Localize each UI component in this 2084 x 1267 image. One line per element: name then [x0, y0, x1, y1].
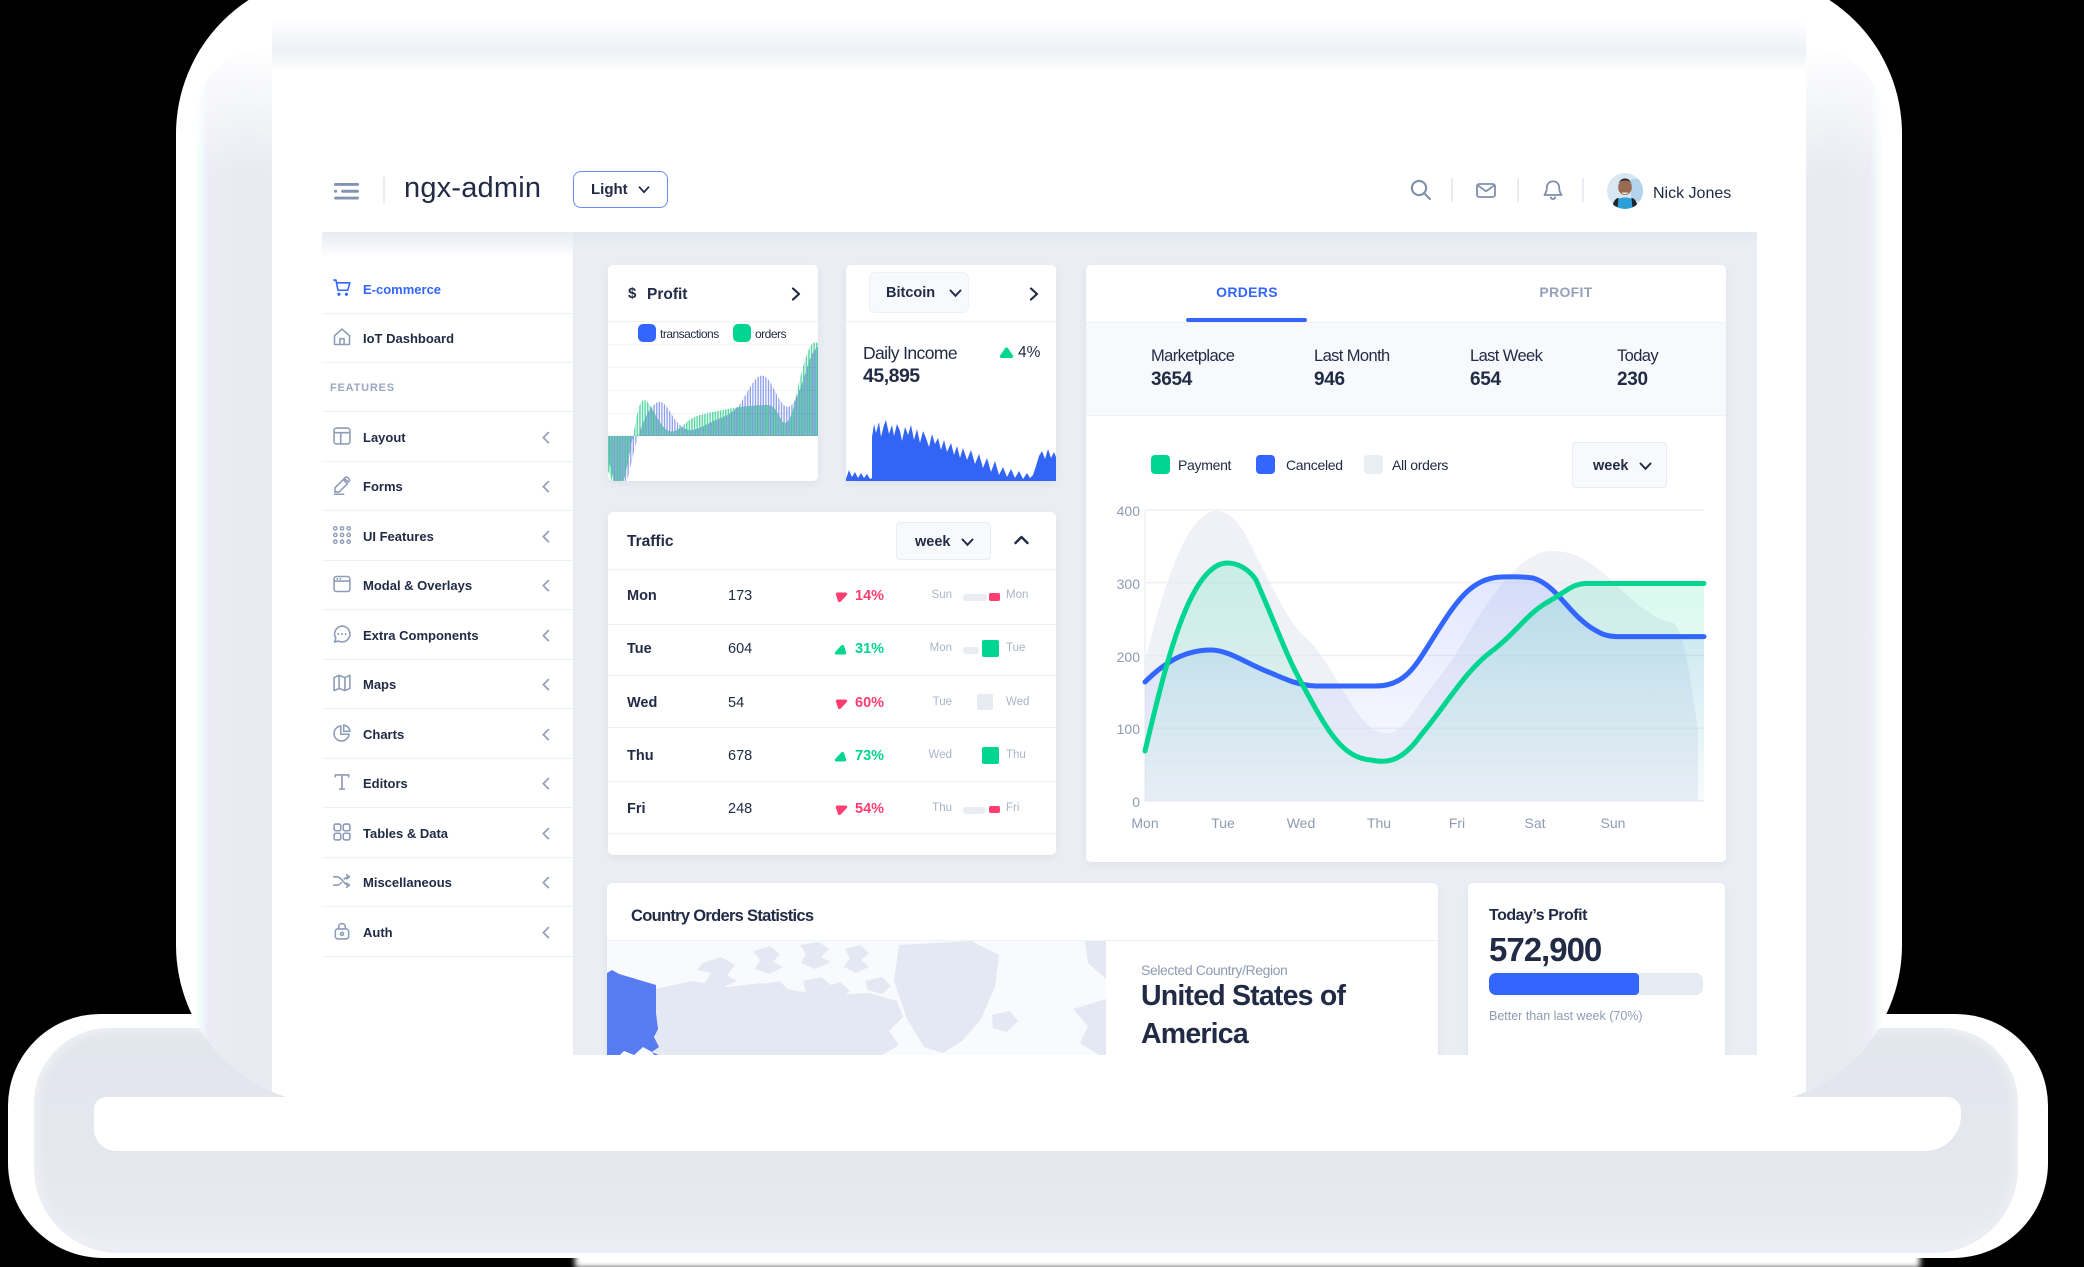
- svg-text:Mon: Mon: [1131, 815, 1158, 831]
- svg-text:Sun: Sun: [1601, 815, 1626, 831]
- svg-text:300: 300: [1117, 576, 1141, 592]
- svg-text:Tue: Tue: [1211, 815, 1235, 831]
- svg-text:0: 0: [1132, 794, 1140, 810]
- svg-text:Fri: Fri: [1449, 815, 1465, 831]
- svg-text:200: 200: [1117, 649, 1141, 665]
- svg-text:400: 400: [1117, 503, 1141, 519]
- svg-text:Sat: Sat: [1524, 815, 1545, 831]
- svg-text:Thu: Thu: [1367, 815, 1391, 831]
- svg-text:100: 100: [1117, 721, 1141, 737]
- svg-text:Wed: Wed: [1287, 815, 1316, 831]
